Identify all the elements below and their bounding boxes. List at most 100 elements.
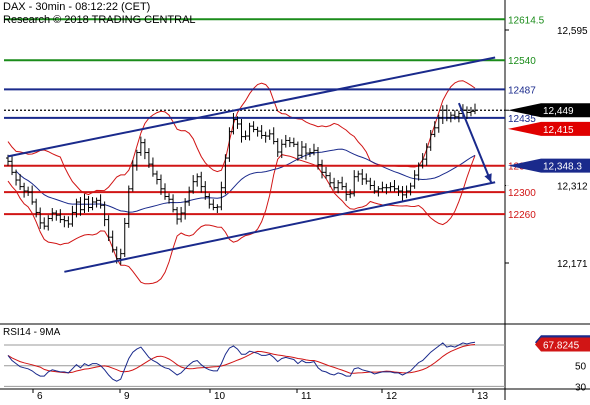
level-label-bg bbox=[506, 185, 543, 199]
current-price-tag-bg bbox=[508, 103, 590, 118]
x-tick-label-10: 10 bbox=[214, 391, 226, 400]
ohlc-bar bbox=[211, 199, 216, 211]
ohlc-bar bbox=[231, 112, 236, 135]
ohlc-bar bbox=[74, 198, 79, 218]
price-tag-1-bg bbox=[508, 158, 590, 173]
ohlc-bar bbox=[247, 122, 252, 141]
price-tag-0-bg bbox=[508, 121, 590, 136]
ohlc-bar bbox=[38, 207, 43, 229]
level-label-12300: 12300 bbox=[508, 188, 536, 199]
ohlc-bar bbox=[191, 175, 196, 194]
ohlc-bar bbox=[380, 181, 385, 193]
ohlc-bar bbox=[412, 170, 417, 189]
forecast-arrow-line bbox=[457, 102, 493, 183]
y-tick-label: 12,312 bbox=[557, 182, 588, 193]
chart-copyright: Research © 2018 TRADING CENTRAL bbox=[3, 14, 196, 26]
y-tick-label: 12,595 bbox=[557, 26, 588, 37]
ohlc-bar bbox=[219, 181, 224, 211]
ohlc-bar bbox=[90, 197, 95, 211]
ohlc-bar bbox=[275, 138, 280, 157]
ohlc-bar bbox=[146, 148, 151, 168]
ohlc-bar bbox=[46, 215, 51, 231]
ohlc-bar bbox=[86, 195, 91, 212]
channel-lower-line bbox=[64, 181, 496, 273]
x-tick-label-12: 12 bbox=[386, 391, 398, 400]
ohlc-bar bbox=[428, 130, 433, 151]
rsi-title: RSI14 - 9MA bbox=[3, 327, 61, 338]
rsi-layer: 305072.669467.8245 bbox=[4, 335, 590, 393]
x-tick-label-11: 11 bbox=[301, 391, 312, 400]
ohlc-bar bbox=[468, 106, 473, 117]
ohlc-bar bbox=[392, 180, 397, 192]
ohlc-bar bbox=[259, 125, 264, 139]
ohlc-bar bbox=[154, 170, 159, 185]
ohlc-bar bbox=[440, 105, 445, 124]
rsi-ma-value-tag-bg bbox=[535, 337, 590, 352]
ohlc-bar bbox=[106, 215, 111, 242]
ohlc-bar bbox=[424, 143, 429, 166]
x-tick-label-9: 9 bbox=[124, 391, 130, 400]
ohlc-bar bbox=[251, 121, 256, 133]
ohlc-bar bbox=[134, 149, 139, 171]
ohlc-bar bbox=[396, 185, 401, 196]
ohlc-bar bbox=[26, 186, 31, 196]
x-tick-label-13: 13 bbox=[477, 391, 489, 400]
ohlc-bar bbox=[30, 185, 35, 205]
ohlc-bar bbox=[456, 110, 461, 123]
level-label-12540: 12540 bbox=[508, 56, 536, 67]
ohlc-layer bbox=[6, 103, 477, 265]
ohlc-bar bbox=[78, 197, 83, 216]
level-label-bg bbox=[506, 12, 543, 26]
ohlc-bar bbox=[187, 186, 192, 206]
ohlc-bar bbox=[376, 186, 381, 197]
ohlc-bar bbox=[315, 147, 320, 170]
ohlc-bar bbox=[6, 154, 10, 166]
x-axis-layer: 6 9 10 11 12 13 bbox=[32, 389, 489, 402]
ohlc-bar bbox=[126, 185, 131, 228]
ohlc-bar bbox=[122, 217, 127, 257]
ohlc-bar bbox=[271, 127, 276, 145]
ohlc-bar bbox=[360, 169, 365, 185]
chart-title: DAX - 30min - 08:12:22 (CET) bbox=[3, 1, 151, 13]
ohlc-bar bbox=[340, 176, 345, 190]
ohlc-bar bbox=[291, 137, 296, 148]
ohlc-bar bbox=[10, 156, 15, 176]
ohlc-bar bbox=[175, 206, 180, 225]
ohlc-bar bbox=[203, 181, 208, 200]
ohlc-bar bbox=[287, 137, 292, 148]
level-label-12435: 12435 bbox=[508, 114, 536, 125]
level-label-bg bbox=[506, 82, 543, 96]
ohlc-bar bbox=[400, 186, 405, 201]
ohlc-bar bbox=[142, 138, 147, 160]
ohlc-bar bbox=[183, 198, 188, 220]
ohlc-bar bbox=[179, 206, 184, 223]
ohlc-bar bbox=[14, 169, 19, 186]
ohlc-bar bbox=[295, 141, 300, 161]
forecast-arrow-head bbox=[484, 173, 492, 183]
level-label-12487: 12487 bbox=[508, 85, 536, 96]
level-label-12614.5: 12614.5 bbox=[508, 15, 545, 26]
ohlc-bar bbox=[70, 205, 75, 227]
ohlc-bar bbox=[420, 153, 425, 169]
ohlc-bar bbox=[404, 185, 409, 199]
ohlc-bar bbox=[348, 189, 353, 199]
channel-layer bbox=[7, 56, 496, 273]
ohlc-bar bbox=[22, 182, 27, 198]
ohlc-bar bbox=[464, 106, 469, 120]
x-tick-label-6: 6 bbox=[37, 391, 43, 400]
ohlc-bar bbox=[388, 182, 393, 192]
channel-upper-line bbox=[7, 56, 496, 158]
ohlc-bar bbox=[448, 111, 453, 123]
ohlc-bar bbox=[207, 193, 212, 209]
ohlc-bar bbox=[62, 215, 67, 228]
ohlc-bar bbox=[279, 139, 284, 159]
ohlc-bar bbox=[138, 136, 143, 156]
ohlc-bar bbox=[34, 198, 39, 218]
ohlc-bar bbox=[352, 170, 357, 197]
ohlc-bar bbox=[50, 208, 55, 222]
ohlc-bar bbox=[473, 103, 477, 115]
ohlc-bar bbox=[167, 193, 172, 204]
ohlc-bar bbox=[299, 141, 304, 159]
bollinger-layer bbox=[7, 80, 476, 285]
